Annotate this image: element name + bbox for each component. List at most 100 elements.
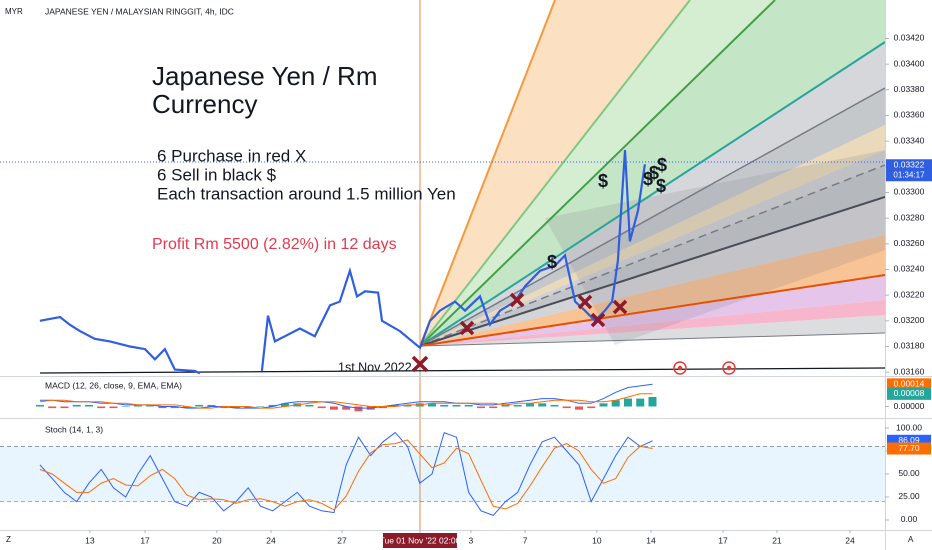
price-line [39, 150, 646, 375]
annotation-note: 6 Sell in black $ [157, 165, 277, 184]
x-tick-label: 24 [845, 535, 855, 545]
macd-histogram-bar [378, 406, 387, 409]
macd-histogram-bar [403, 404, 412, 407]
pane-title: Stoch (14, 1, 3) [45, 424, 103, 434]
x-tick-label: 17 [140, 535, 150, 545]
sell-mark: $ [643, 169, 653, 189]
macd-histogram-bar [280, 403, 289, 407]
x-tick-label: 10 [592, 535, 602, 545]
value-label: 86.09 [898, 435, 920, 445]
x-tick-label: 3 [469, 535, 474, 545]
macd-histogram-bar [464, 404, 473, 407]
value-label-bg [887, 442, 931, 455]
macd-histogram-bar [440, 404, 449, 407]
macd-histogram-bar [256, 406, 265, 407]
macd-histogram-bar [109, 406, 118, 409]
sell-mark: $ [649, 163, 659, 183]
y-tick-label: 50.00 [898, 468, 920, 478]
y-tick-label: 25.00 [898, 491, 920, 501]
sell-mark: $ [656, 176, 666, 196]
x-tick-label: 24 [266, 535, 276, 545]
y-tick-label: 0.03360 [894, 110, 925, 120]
price-layer [39, 150, 646, 375]
macd-histogram-bar [146, 404, 155, 407]
macd-histogram-bar [489, 406, 498, 409]
price-value-label: 0.03322 [894, 160, 925, 170]
date-note: 1st Nov 2022 [338, 360, 412, 374]
currency-label: MYR [5, 7, 23, 16]
macd-histogram-bar [611, 400, 620, 407]
macd-histogram-bar [231, 406, 240, 409]
macd-histogram-bar [170, 406, 179, 409]
trend-line [39, 367, 886, 374]
macd-histogram-bar [599, 403, 608, 407]
x-tick-label: 21 [772, 535, 782, 545]
macd-histogram-bar [195, 404, 204, 407]
y-tick-label: 0.03160 [894, 366, 925, 376]
macd-histogram-bar [391, 404, 400, 407]
macd-histogram-bar [219, 406, 228, 409]
macd-histogram-bar [35, 404, 44, 407]
corner-label: A [908, 535, 914, 544]
macd-histogram-bar [329, 406, 338, 410]
x-tick-highlight [382, 533, 457, 548]
x-tick-label: 17 [718, 535, 728, 545]
y-tick-label: 0.03180 [894, 341, 925, 351]
macd-histogram-bar [476, 406, 485, 409]
macd-histogram-bar [452, 404, 461, 407]
y-tick-label: 0.03200 [894, 315, 925, 325]
value-label: 0.00014 [894, 379, 925, 389]
macd-histogram-bar [550, 404, 559, 407]
macd-line [39, 393, 653, 409]
value-label: 77.70 [898, 443, 920, 453]
macd-histogram-bar [182, 406, 191, 409]
y-tick-label: 0.03300 [894, 187, 925, 197]
macd-histogram-bar [636, 398, 645, 407]
macd-histogram-bar [305, 404, 314, 407]
macd-histogram-bar [342, 406, 351, 410]
macd-histogram-bar [562, 406, 571, 409]
macd-histogram-bar [513, 404, 522, 407]
stoch-line [39, 431, 653, 516]
symbol-title: JAPANESE YEN / MALAYSIAN RINGGIT, 4h, ID… [45, 6, 234, 16]
buy-marks [411, 292, 628, 373]
annotation-title: Japanese Yen / Rm [152, 61, 378, 91]
y-tick-label: 0.03240 [894, 264, 925, 274]
macd-histogram-bar [48, 406, 57, 409]
x-tick-label: 7 [523, 535, 528, 545]
macd-histogram-bar [501, 404, 510, 407]
macd-histogram-bar [587, 406, 596, 409]
y-tick-label: 0.03260 [894, 238, 925, 248]
macd-histogram-bar [72, 404, 81, 407]
fan-drawing [419, 0, 885, 347]
y-tick-label: 0.00 [901, 514, 918, 524]
y-tick-label: 0.03380 [894, 84, 925, 94]
macd-histogram-bar [121, 406, 130, 407]
profit-note: Profit Rm 5500 (2.82%) in 12 days [152, 236, 397, 253]
macd-histogram-bar [268, 404, 277, 407]
x-tick-label: 13 [85, 535, 95, 545]
pane-title: MACD (12, 26, close, 9, EMA, EMA) [45, 380, 182, 390]
sell-mark: $ [657, 155, 667, 175]
annotation-title: Currency [152, 89, 257, 119]
x-tick-label: 27 [337, 535, 347, 545]
macd-histogram-bar [427, 403, 436, 407]
sell-mark: $ [598, 171, 608, 191]
y-tick-label: 0.03400 [894, 58, 925, 68]
stoch-line [39, 439, 653, 511]
sell-marks: $ $ $ $ $ $ [547, 155, 667, 272]
event-marks [673, 361, 736, 375]
value-label: 0.00008 [894, 388, 925, 398]
macd-histogram-bar [648, 397, 657, 407]
macd-histogram-bar [244, 406, 253, 409]
stoch-band [0, 446, 885, 502]
macd-histogram-bar [354, 406, 363, 412]
annotation-note: 6 Purchase in red X [157, 146, 306, 165]
macd-histogram-bar [525, 403, 534, 407]
x-tick-label: Tue 01 Nov '22 02:00 [380, 535, 461, 545]
macd-histogram-bar [207, 404, 216, 407]
macd-histogram-bar [623, 398, 632, 407]
value-label-bg [887, 387, 931, 400]
macd-histogram-bar [317, 406, 326, 409]
